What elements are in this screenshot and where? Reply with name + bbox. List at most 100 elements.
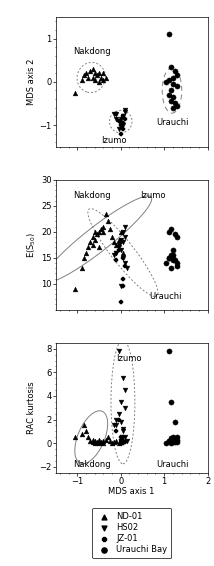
Point (167, 436, 170, 445)
Point (173, 417, 177, 426)
Point (108, 436, 112, 445)
Y-axis label: E(S$_{50}$): E(S$_{50}$) (25, 231, 38, 258)
Point (102, 222, 105, 231)
Point (115, 110, 118, 119)
Point (175, 261, 179, 270)
Point (82, 71, 86, 80)
Point (119, 246, 122, 255)
Point (121, 248, 125, 257)
Point (121, 253, 125, 262)
Point (93, 68, 97, 78)
Point (173, 99, 177, 108)
Point (86, 243, 90, 252)
Point (93, 235, 97, 244)
Point (121, 238, 125, 247)
Point (173, 230, 177, 239)
Point (123, 108, 127, 117)
Point (123, 114, 127, 123)
Point (173, 66, 177, 75)
Point (171, 246, 175, 255)
Text: Urauchi: Urauchi (156, 118, 189, 127)
Point (115, 415, 118, 424)
Point (171, 253, 175, 262)
Text: Urauchi: Urauchi (156, 460, 189, 469)
Point (123, 222, 127, 231)
Point (169, 97, 172, 106)
Point (119, 235, 122, 244)
Point (171, 435, 175, 444)
Point (106, 217, 109, 226)
Point (169, 434, 172, 443)
Point (100, 225, 103, 234)
Point (165, 259, 168, 268)
Point (113, 238, 116, 247)
Point (171, 251, 175, 260)
Point (119, 439, 122, 448)
Point (102, 436, 105, 445)
Point (97, 228, 101, 237)
Point (175, 438, 179, 447)
Point (110, 439, 114, 448)
Point (113, 110, 116, 119)
Point (121, 424, 125, 434)
Point (97, 439, 101, 448)
Point (167, 30, 170, 39)
Point (126, 436, 129, 445)
Point (171, 73, 175, 82)
Point (123, 403, 127, 412)
Point (175, 71, 179, 80)
Point (167, 90, 170, 99)
Point (169, 225, 172, 234)
Point (117, 116, 120, 125)
Point (91, 65, 94, 74)
Point (171, 92, 175, 101)
Point (117, 409, 120, 418)
Point (95, 71, 99, 80)
Point (171, 438, 175, 447)
Text: Urauchi: Urauchi (149, 292, 181, 301)
Point (169, 62, 172, 71)
Point (175, 233, 179, 242)
Point (171, 436, 175, 445)
Point (80, 264, 83, 273)
Point (117, 415, 120, 424)
Point (169, 264, 172, 273)
Point (169, 86, 172, 95)
Text: Izumo: Izumo (116, 354, 142, 363)
Text: Nakdong: Nakdong (73, 460, 111, 469)
Point (91, 240, 94, 249)
Point (123, 259, 127, 268)
Point (121, 121, 125, 130)
Point (84, 427, 88, 436)
Point (115, 421, 118, 430)
Point (119, 438, 122, 447)
Point (102, 228, 105, 237)
Point (97, 243, 101, 252)
Point (167, 253, 170, 262)
Point (104, 435, 107, 444)
Point (167, 436, 170, 445)
Point (117, 240, 120, 249)
Point (80, 75, 83, 84)
Y-axis label: RAC kurtosis: RAC kurtosis (27, 381, 36, 434)
Point (89, 436, 92, 445)
Text: Nakdong: Nakdong (73, 47, 111, 56)
Point (108, 225, 112, 234)
Point (167, 346, 170, 355)
Point (80, 429, 83, 438)
Point (89, 66, 92, 75)
Point (119, 297, 122, 306)
Legend: ND-01, HS02, JZ-01, Urauchi Bay: ND-01, HS02, JZ-01, Urauchi Bay (92, 508, 171, 559)
Point (173, 438, 177, 447)
Point (167, 75, 170, 84)
Point (167, 253, 170, 262)
Point (119, 282, 122, 291)
Point (93, 436, 97, 445)
Point (121, 435, 125, 444)
Point (82, 421, 86, 430)
Point (73, 284, 77, 293)
Point (121, 374, 125, 383)
Text: Izumo: Izumo (101, 136, 127, 145)
Point (100, 438, 103, 447)
Point (119, 432, 122, 441)
